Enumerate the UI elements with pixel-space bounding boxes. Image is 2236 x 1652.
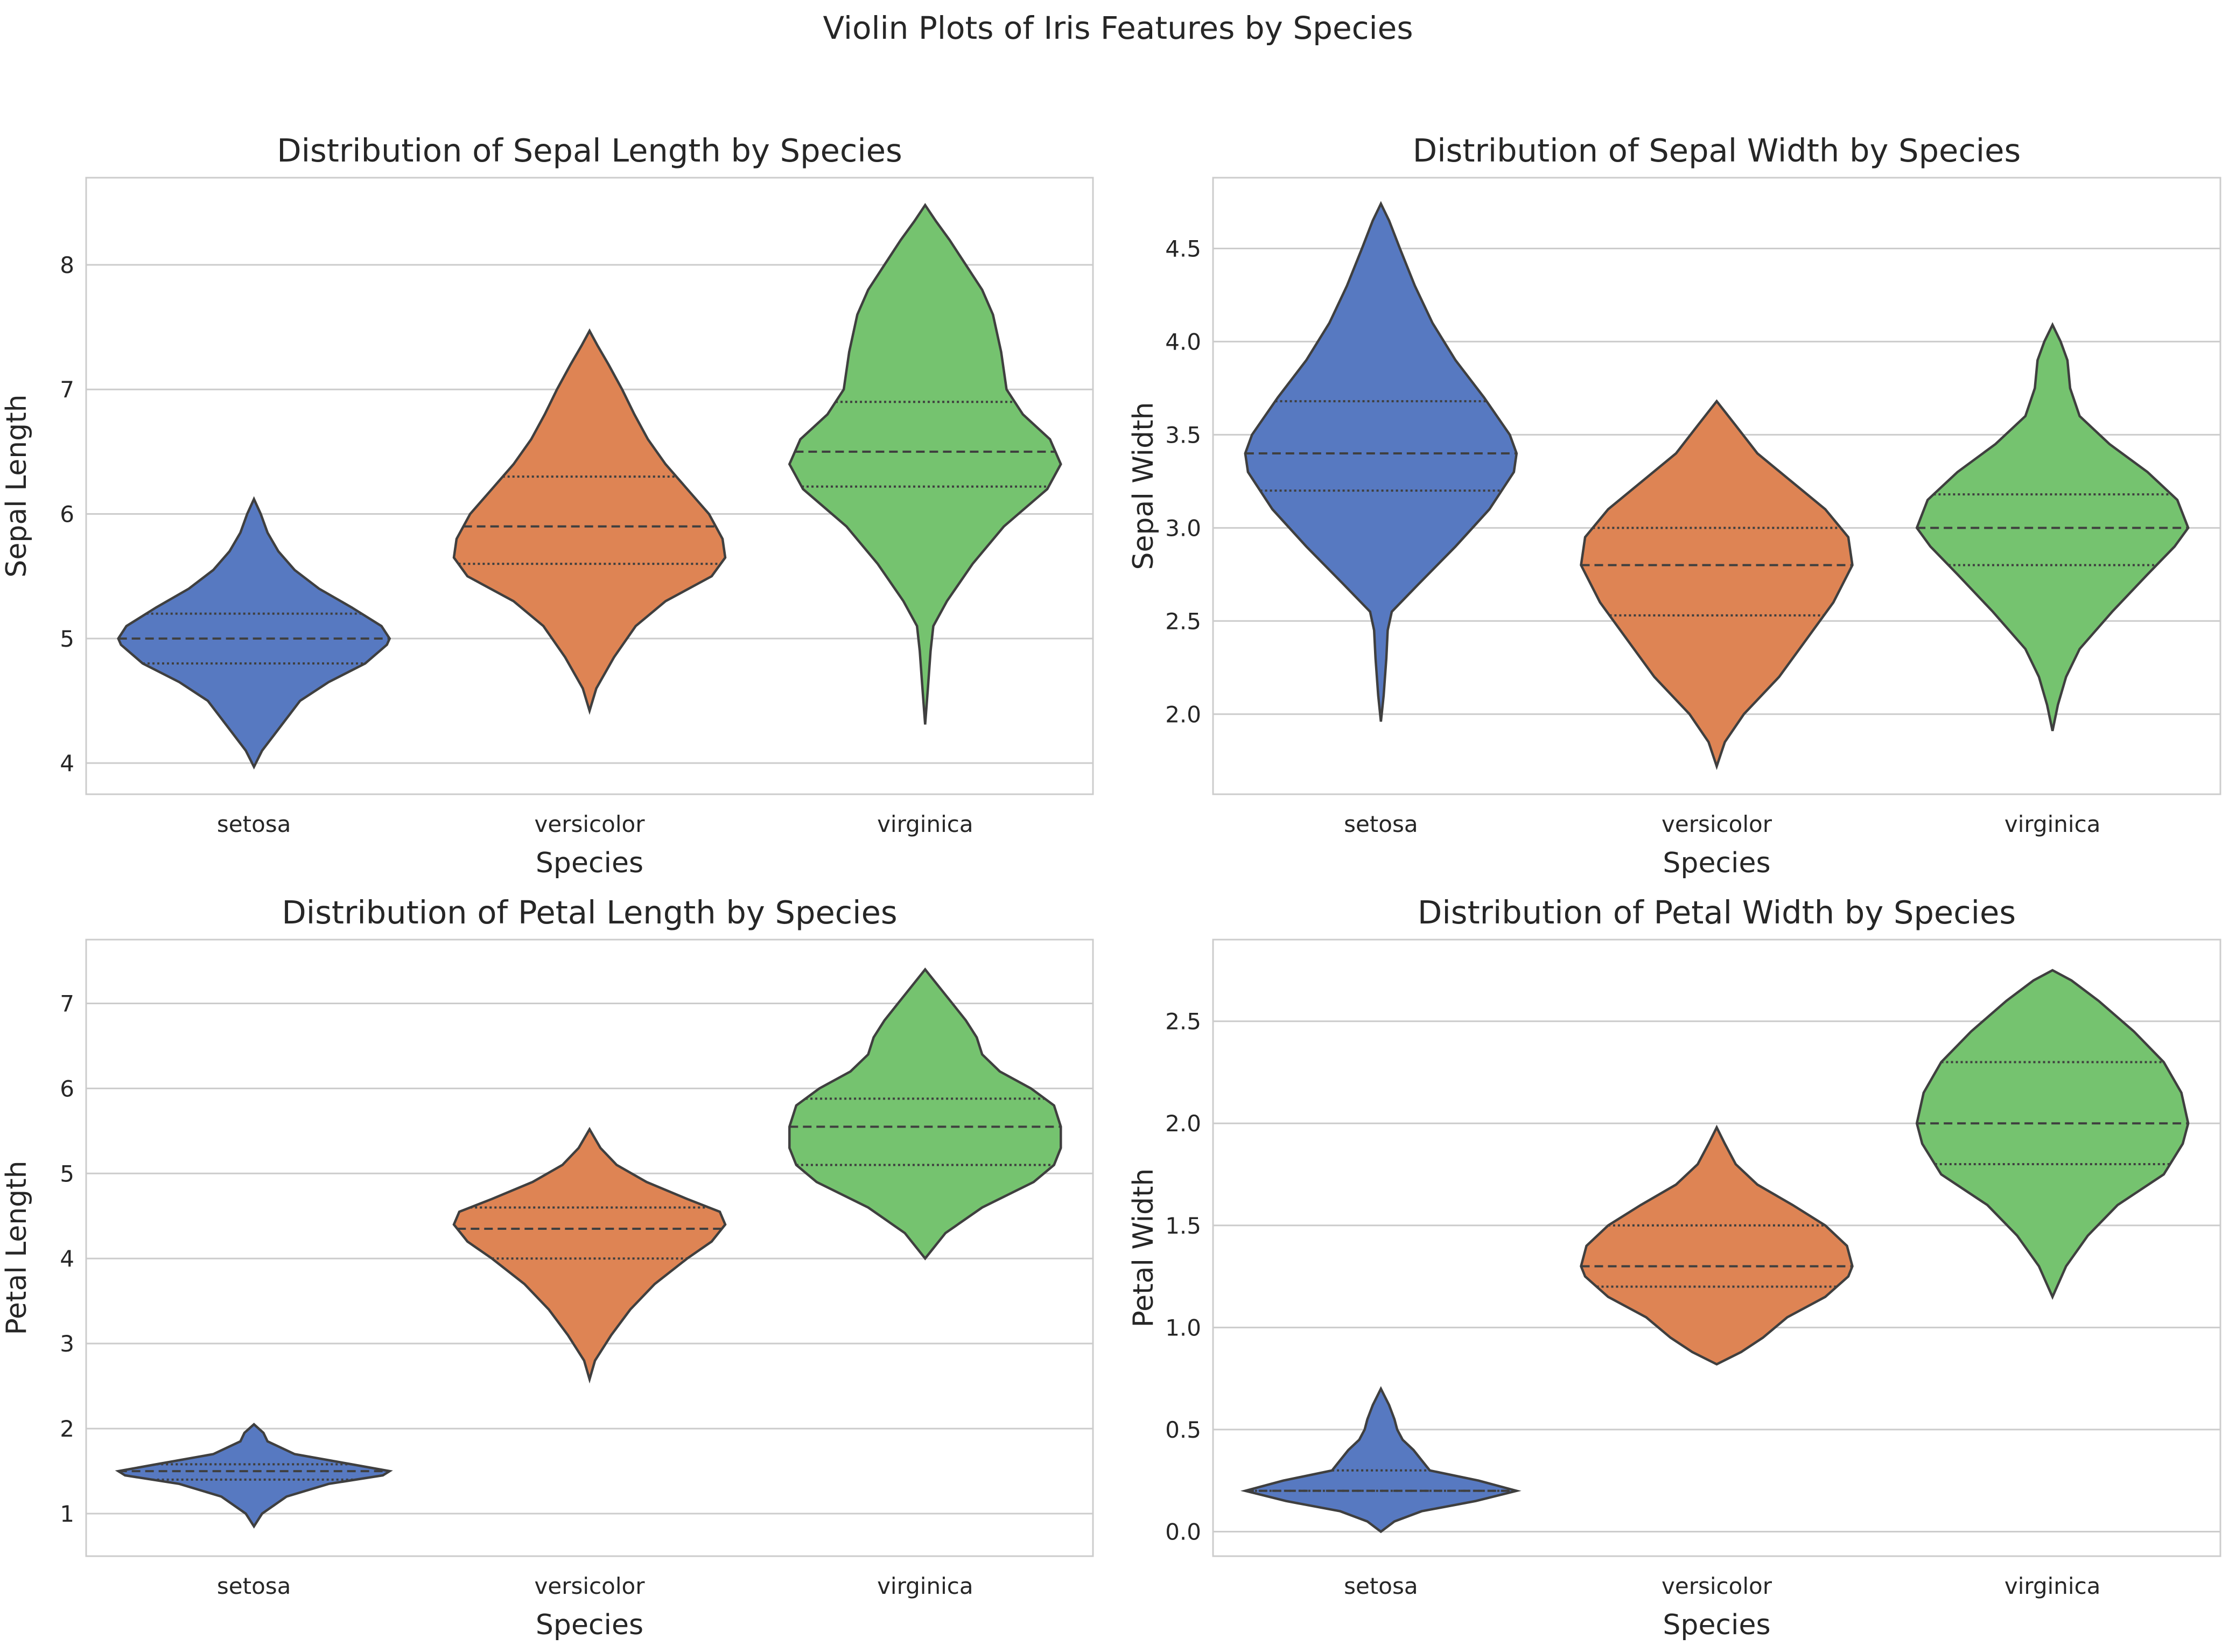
x-tick-label: setosa <box>1344 811 1418 837</box>
y-tick-label: 1.5 <box>1165 1213 1201 1239</box>
y-tick-label: 6 <box>60 501 74 528</box>
y-tick-label: 3 <box>60 1331 74 1357</box>
violin-virginica <box>788 967 1062 1261</box>
violin-setosa <box>115 1423 393 1529</box>
y-tick-label: 5 <box>60 626 74 652</box>
x-axis-label: Species <box>536 1609 643 1641</box>
y-tick-label: 3.5 <box>1165 422 1201 448</box>
y-tick-label: 1.0 <box>1165 1314 1201 1341</box>
x-tick-label: versicolor <box>535 1573 646 1599</box>
y-tick-label: 7 <box>60 990 74 1017</box>
y-tick-label: 1 <box>60 1501 74 1527</box>
subplot-1: 4 5 6 7 8 setosa versicolor virginica Distributi… <box>1 132 1094 879</box>
y-tick-label: 0.5 <box>1165 1417 1201 1443</box>
violin-setosa <box>1240 1386 1522 1534</box>
x-tick-label: virginica <box>2004 1573 2101 1599</box>
y-tick-label: 2.5 <box>1165 1009 1201 1035</box>
violin-versicolor <box>1580 399 1854 771</box>
violin-setosa <box>1244 201 1518 722</box>
y-axis-label: Sepal Length <box>1 394 33 577</box>
y-tick-label: 3.0 <box>1165 515 1201 541</box>
subplot-4: 0.0 0.5 1.0 1.5 2.0 2.5 setosa versicolor virgin… <box>1127 894 2221 1641</box>
axes-frame <box>85 177 1094 795</box>
y-tick-label: 2.5 <box>1165 608 1201 634</box>
x-tick-label: setosa <box>217 811 291 837</box>
x-tick-label: setosa <box>1344 1573 1418 1599</box>
violin-virginica <box>1915 969 2190 1300</box>
subplot-3: 1 2 3 4 5 6 7 setosa versicolor virginica Distribu… <box>1 894 1094 1641</box>
y-tick-label: 6 <box>60 1075 74 1102</box>
y-tick-label: 0.0 <box>1165 1519 1201 1545</box>
axes-frame <box>1212 939 2221 1557</box>
subplot-2: 2.0 2.5 3.0 3.5 4.0 4.5 setosa versicolor virgin… <box>1127 132 2221 879</box>
y-tick-label: 4.0 <box>1165 328 1201 355</box>
y-axis-label: Petal Length <box>1 1160 33 1335</box>
y-tick-label: 7 <box>60 376 74 403</box>
axes-frame <box>85 939 1094 1557</box>
y-tick-label: 8 <box>60 252 74 278</box>
y-tick-label: 2.0 <box>1165 701 1201 727</box>
violin-versicolor <box>452 328 727 715</box>
violin-versicolor <box>452 1126 727 1384</box>
subplot-title: Distribution of Sepal Length by Species <box>277 132 902 169</box>
y-tick-label: 4.5 <box>1165 235 1201 262</box>
y-axis-label: Sepal Width <box>1127 402 1160 570</box>
subplot-title: Distribution of Sepal Width by Species <box>1413 132 2021 169</box>
x-axis-label: Species <box>1663 847 1770 879</box>
y-axis-label: Petal Width <box>1127 1168 1160 1328</box>
y-tick-label: 2.0 <box>1165 1110 1201 1137</box>
violin-versicolor <box>1580 1124 1854 1366</box>
x-tick-label: versicolor <box>535 811 646 837</box>
x-tick-label: virginica <box>877 1573 973 1599</box>
violin-setosa <box>117 496 391 770</box>
x-tick-label: virginica <box>877 811 973 837</box>
x-axis-label: Species <box>536 847 643 879</box>
x-tick-label: versicolor <box>1662 1573 1772 1599</box>
x-tick-label: virginica <box>2004 811 2101 837</box>
y-tick-label: 5 <box>60 1160 74 1187</box>
axes-frame <box>1212 177 2221 795</box>
subplot-title: Distribution of Petal Length by Species <box>282 894 897 931</box>
subplot-title: Distribution of Petal Width by Species <box>1418 894 2016 931</box>
y-tick-label: 2 <box>60 1416 74 1442</box>
y-tick-label: 4 <box>60 750 74 776</box>
x-tick-label: versicolor <box>1662 811 1772 837</box>
y-tick-label: 4 <box>60 1245 74 1272</box>
x-tick-label: setosa <box>217 1573 291 1599</box>
violin-virginica <box>788 202 1062 725</box>
x-axis-label: Species <box>1663 1609 1770 1641</box>
figure-title: Violin Plots of Iris Features by Species <box>823 10 1413 46</box>
